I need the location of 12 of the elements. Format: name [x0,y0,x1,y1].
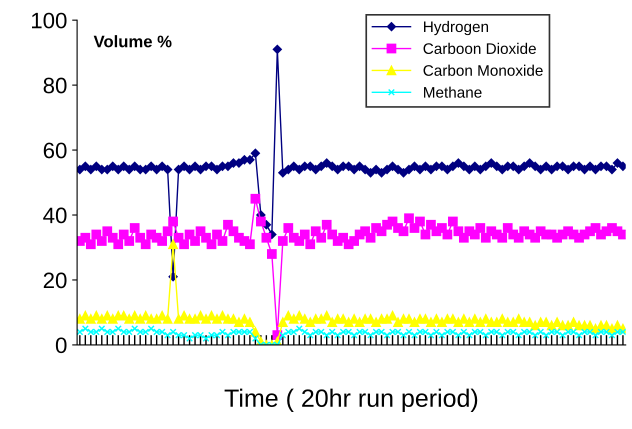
y-tick-label: 20 [44,272,67,288]
y-tick-label: 0 [56,337,67,354]
annotation: Volume % [94,35,172,48]
legend-label: Methane [424,86,482,98]
legend-label: Carbon Monoxide [424,64,543,76]
y-tick-label: 60 [44,142,67,158]
x-axis-title: Time ( 20hr run period) [224,388,478,412]
y-tick-label: 80 [44,78,67,94]
legend-label: Hydrogen [424,20,488,36]
y-tick-label: 100 [32,12,67,28]
legend-label: Carboon Dioxide [424,42,536,54]
y-tick-label: 40 [43,208,67,224]
